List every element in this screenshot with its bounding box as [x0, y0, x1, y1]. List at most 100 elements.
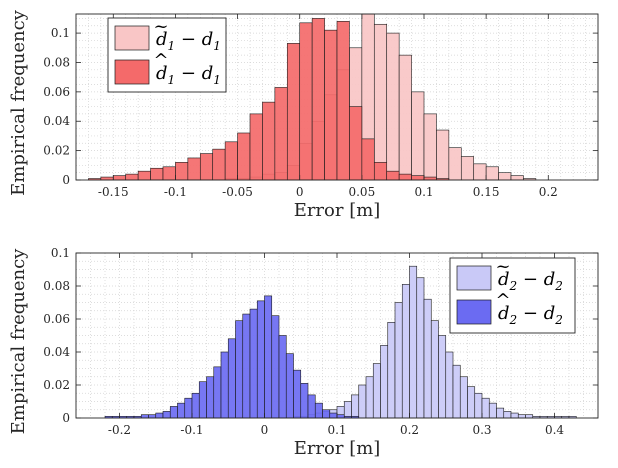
y-tick-label: 0.02 — [43, 144, 70, 158]
histogram-bar — [148, 414, 157, 419]
histogram-bar — [387, 321, 396, 419]
x-tick-label: 0.2 — [539, 185, 558, 199]
series-2 — [88, 18, 450, 181]
histogram-bar — [249, 113, 263, 181]
histogram-bar — [256, 300, 265, 419]
histogram-bar — [510, 412, 519, 419]
histogram-bar — [398, 54, 412, 181]
histogram-bar — [227, 338, 236, 419]
histogram-bar — [249, 308, 258, 419]
histogram-bar — [322, 409, 331, 419]
x-tick-label: -0.1 — [180, 423, 203, 437]
histogram-bar — [162, 411, 171, 419]
histogram-bar — [140, 414, 149, 419]
x-tick-label: -0.15 — [98, 185, 129, 199]
x-tick-label: 0.1 — [414, 185, 433, 199]
histogram-bar — [436, 129, 450, 181]
x-tick-label: -0.1 — [164, 185, 187, 199]
histogram-bar — [467, 386, 476, 419]
histogram-bar — [300, 383, 309, 419]
histogram-bar — [199, 153, 214, 181]
histogram-bar — [264, 295, 273, 419]
y-tick-label: 0.06 — [43, 312, 70, 326]
histogram-bar — [150, 167, 164, 181]
y-axis-label: Empirical frequency — [8, 9, 29, 196]
histogram-bar — [329, 412, 338, 419]
histogram-bar — [498, 172, 512, 181]
y-tick-label: 0.04 — [43, 114, 70, 128]
histogram-bar — [187, 157, 201, 181]
y-tick-label: 0.1 — [51, 246, 70, 260]
histogram-bar — [485, 166, 499, 181]
histogram-bar — [184, 397, 193, 419]
histogram-bar — [262, 101, 276, 181]
histogram-bar — [324, 29, 338, 181]
histogram-bar — [525, 414, 534, 419]
histogram-bar — [198, 381, 207, 419]
x-tick-label: 0.2 — [400, 423, 419, 437]
histogram-bar — [460, 156, 475, 181]
histogram-bar — [237, 132, 251, 181]
histogram-bar — [380, 345, 389, 419]
histogram-bar — [510, 175, 524, 181]
histogram-bar — [372, 363, 381, 419]
panel-2: -0.2 -0.1 0 0.1 0.2 0.3 0.4 0 0.02 0.04 0.06 0.08 0.… — [8, 246, 599, 459]
legend-label: d2 − d2 — [498, 269, 563, 293]
histogram-bar — [448, 147, 462, 181]
histogram-bar — [481, 397, 490, 419]
legend-entry-1: d1 − d1~ — [114, 16, 221, 53]
histogram-bar — [112, 175, 127, 181]
y-tick-label: 0 — [62, 411, 70, 425]
histogram-bar — [365, 376, 374, 419]
histogram-bar — [162, 166, 176, 181]
y-tick-label: 0.02 — [43, 378, 70, 392]
histogram-bar — [220, 351, 229, 419]
y-tick-label: 0 — [62, 173, 70, 187]
legend: d1 − d1~d1 − d1^ — [107, 16, 227, 93]
legend-label: d1 − d1 — [156, 63, 221, 87]
histogram-bar — [358, 384, 367, 419]
histogram-bar — [278, 335, 287, 419]
histogram-bar — [361, 138, 375, 181]
histogram-bar — [311, 18, 325, 181]
x-tick-label: 0 — [261, 423, 269, 437]
histogram-bar — [175, 162, 189, 181]
x-tick-label: 0.1 — [327, 423, 346, 437]
histogram-bar — [212, 148, 226, 181]
histogram-bar — [137, 170, 151, 181]
histogram-bar — [474, 392, 483, 419]
legend-entry-1: d2 − d2~ — [456, 256, 563, 293]
histogram-bar — [438, 335, 447, 419]
histogram-bar — [177, 402, 186, 419]
histogram-bar — [155, 412, 164, 419]
y-tick-label: 0.08 — [43, 55, 70, 69]
histogram-bar — [416, 277, 425, 419]
histogram-bar — [386, 32, 400, 181]
histogram-bar — [206, 376, 215, 419]
histogram-bar — [459, 376, 468, 419]
histogram-bar — [473, 163, 487, 181]
histogram-bar — [398, 173, 412, 181]
histogram-bar — [125, 173, 139, 181]
legend-accent: ^ — [495, 290, 510, 311]
histogram-bar — [423, 113, 437, 181]
histogram-bar — [169, 406, 178, 419]
x-tick-label: 0.15 — [473, 185, 500, 199]
legend-swatch — [114, 25, 150, 51]
legend-accent: ~ — [153, 16, 168, 37]
panel-1: -0.15 -0.1 -0.05 0 0.05 0.1 0.15 0.2 0 0.02 0.04 0.… — [8, 9, 599, 221]
histogram-bar — [401, 284, 410, 419]
legend-accent: ~ — [495, 256, 510, 277]
histogram-bar — [411, 175, 425, 181]
x-axis-label: Error [m] — [294, 200, 381, 221]
y-tick-label: 0.06 — [43, 85, 70, 99]
histogram-bar — [517, 414, 526, 419]
histogram-bar — [503, 411, 512, 419]
histogram-bar — [242, 313, 251, 419]
histogram-bar — [191, 392, 200, 419]
x-tick-label: 0.3 — [472, 423, 491, 437]
histogram-bar — [373, 162, 388, 181]
legend-swatch — [456, 299, 492, 325]
x-tick-label: 0.05 — [348, 185, 375, 199]
